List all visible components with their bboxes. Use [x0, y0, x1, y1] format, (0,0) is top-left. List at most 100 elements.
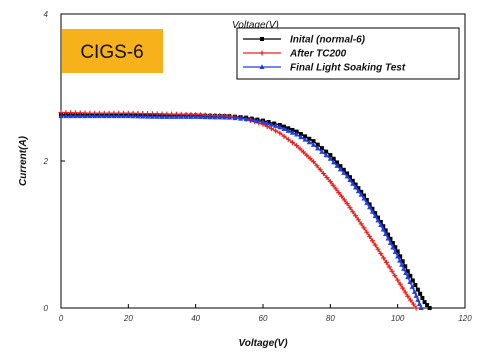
series-point — [289, 139, 295, 145]
series-point — [353, 213, 359, 219]
series-point — [341, 170, 347, 175]
series-point — [378, 220, 383, 225]
series-point — [331, 156, 336, 161]
series-point — [164, 114, 170, 119]
series-point — [352, 184, 359, 190]
series-point — [400, 259, 405, 264]
series-point — [307, 156, 313, 162]
series-point — [393, 245, 398, 250]
series-point — [383, 228, 388, 233]
series-point — [335, 160, 340, 165]
series-point — [378, 222, 384, 227]
x-axis-title: Voltage(V) — [238, 338, 288, 349]
legend-marker — [259, 50, 265, 56]
legend-entries: Inital (normal-6) After TC200 Final Light … — [243, 35, 406, 74]
series-point — [159, 114, 165, 119]
series-point — [375, 246, 381, 252]
series-point — [281, 133, 287, 139]
legend-label: Inital (normal-6) — [290, 35, 366, 46]
series-point — [373, 211, 378, 216]
series-point — [367, 202, 372, 207]
series-point — [358, 192, 364, 197]
series-point — [375, 217, 381, 223]
series-point — [355, 188, 361, 194]
series-point — [285, 128, 291, 133]
series-point — [331, 159, 337, 165]
series-point — [347, 205, 353, 211]
series-point — [101, 113, 107, 119]
series-point — [415, 287, 420, 292]
series-point — [178, 114, 184, 119]
series-point — [344, 201, 350, 207]
series-point — [314, 163, 320, 169]
series-point — [125, 113, 131, 119]
series-point — [327, 155, 333, 161]
series-point — [319, 149, 325, 154]
series-point — [388, 236, 393, 241]
series-point — [321, 171, 327, 177]
series-point — [260, 119, 266, 125]
series-point — [173, 114, 180, 119]
series-point — [327, 179, 333, 185]
series-point — [68, 113, 74, 119]
series-point — [273, 128, 279, 134]
series-point — [237, 115, 244, 121]
series-point — [392, 273, 398, 279]
series-point — [264, 120, 270, 126]
series-point — [418, 305, 424, 310]
series-point — [254, 118, 260, 124]
legend-label: Final Light Soaking Test — [290, 63, 406, 74]
series-point — [358, 221, 364, 227]
series-point — [272, 121, 277, 126]
series-point — [341, 167, 346, 172]
series-point — [410, 301, 416, 307]
series-point — [344, 173, 350, 179]
series-point — [400, 285, 406, 291]
legend-entry: Inital (normal-6) — [243, 35, 366, 46]
series-point — [268, 126, 274, 132]
badge-label: CIGS-6 — [80, 42, 143, 63]
series-point — [330, 182, 336, 188]
series-3 — [58, 113, 424, 310]
series-point — [249, 117, 255, 123]
series-point — [315, 142, 320, 147]
series-layer — [58, 109, 432, 311]
series-point — [297, 146, 303, 152]
series-point — [383, 259, 389, 265]
series-point — [92, 113, 98, 119]
series-point — [381, 255, 387, 261]
series-point — [402, 289, 408, 295]
series-point — [405, 293, 411, 299]
series-point — [197, 114, 204, 120]
x-tick-label: 120 — [458, 314, 472, 323]
series-point — [425, 303, 430, 308]
series-point — [347, 175, 352, 180]
series-point — [362, 193, 366, 198]
series-point — [390, 244, 396, 250]
series-point — [364, 200, 370, 205]
series-point — [202, 114, 208, 120]
axis-ticks: 0 20 40 60 80 100 120 0 2 4 — [43, 10, 473, 323]
series-point — [386, 232, 391, 237]
series-point — [350, 178, 355, 183]
series-point — [410, 278, 415, 283]
series-point — [336, 190, 342, 196]
series-point — [378, 251, 384, 257]
series-point — [232, 115, 238, 121]
legend-entry: After TC200 — [243, 49, 347, 60]
legend-label: After TC200 — [289, 49, 347, 60]
series-point — [415, 297, 421, 302]
series-point — [285, 136, 291, 142]
series-point — [268, 121, 275, 127]
series-point — [355, 217, 361, 223]
series-point — [221, 114, 228, 120]
series-point — [111, 113, 117, 119]
series-point — [281, 126, 287, 132]
series-point — [277, 124, 283, 130]
series-point — [311, 159, 316, 165]
series-point — [369, 208, 376, 214]
series-point — [303, 134, 308, 139]
series-point — [266, 120, 271, 125]
series-point — [361, 195, 367, 201]
